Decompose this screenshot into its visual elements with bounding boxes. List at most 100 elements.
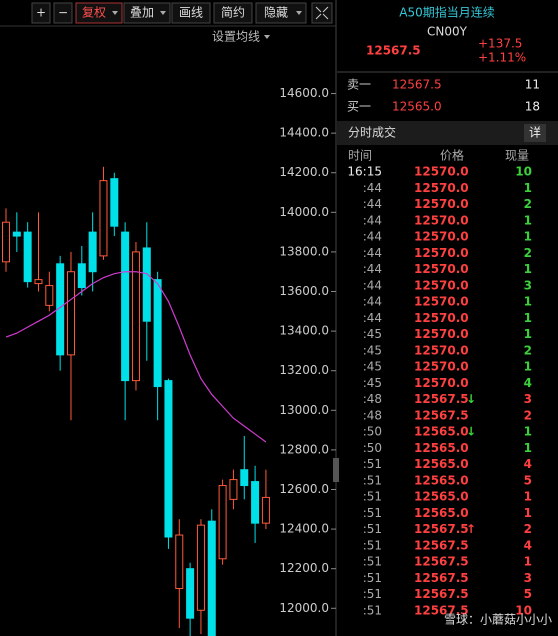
trade-time: :44 bbox=[363, 295, 382, 309]
trade-volume: 1 bbox=[524, 555, 532, 569]
toolbar-label: 画线 bbox=[179, 6, 203, 20]
candle-body bbox=[77, 263, 86, 289]
trade-time: :51 bbox=[363, 473, 382, 487]
book-label: 买一 bbox=[347, 100, 371, 114]
quote-price: 12567.5 bbox=[366, 44, 421, 58]
candle-body bbox=[88, 231, 97, 273]
trade-time: :44 bbox=[363, 278, 382, 292]
splitter-handle[interactable] bbox=[333, 458, 339, 482]
book-volume: 18 bbox=[525, 100, 540, 114]
ma-setting[interactable]: 设置均线 bbox=[212, 30, 260, 44]
trade-price: 12570.0 bbox=[414, 262, 469, 276]
trade-price: 12567.5 bbox=[414, 408, 469, 422]
y-tick-label: 12400.0 bbox=[279, 522, 329, 536]
y-tick-label: 13000.0 bbox=[279, 403, 329, 417]
trade-volume: 3 bbox=[524, 278, 532, 292]
book-price: 12565.0 bbox=[392, 100, 442, 114]
trade-time: :51 bbox=[363, 603, 382, 617]
column-header: 时间 bbox=[348, 149, 372, 163]
toolbar-button[interactable] bbox=[53, 2, 73, 24]
trade-time: :45 bbox=[363, 327, 382, 341]
toolbar-label: + bbox=[36, 6, 46, 20]
dropdown-arrow bbox=[112, 11, 118, 15]
toolbar-label: 隐藏 bbox=[264, 6, 288, 20]
trade-price: 12570.0 bbox=[414, 327, 469, 341]
y-tick-label: 13600.0 bbox=[279, 284, 329, 298]
candle-body bbox=[240, 469, 249, 487]
trade-time: :44 bbox=[363, 230, 382, 244]
candle-body bbox=[99, 180, 108, 257]
trade-price: 12570.0 bbox=[414, 181, 469, 195]
y-tick-label: 12600.0 bbox=[279, 482, 329, 496]
column-header: 价格 bbox=[440, 148, 464, 163]
toolbar-button[interactable] bbox=[255, 2, 307, 24]
trade-flag: ↓ bbox=[466, 425, 476, 439]
trade-time: :50 bbox=[363, 425, 382, 439]
trade-time: :44 bbox=[363, 311, 382, 325]
trade-volume: 10 bbox=[515, 603, 532, 617]
toolbar-label: 复权 bbox=[82, 6, 106, 20]
y-tick-label: 13400.0 bbox=[279, 324, 329, 338]
trade-volume: 2 bbox=[524, 246, 532, 260]
trade-price: 12570.0 bbox=[414, 376, 469, 390]
trade-price: 12570.0 bbox=[414, 343, 469, 357]
toolbar-label: 简约 bbox=[221, 5, 245, 20]
trade-price: 12570.0 bbox=[414, 197, 469, 211]
trade-price: 12565.0 bbox=[414, 473, 469, 487]
trade-volume: 2 bbox=[524, 522, 532, 536]
trade-volume: 4 bbox=[524, 457, 532, 471]
trade-price: 12565.0 bbox=[414, 490, 469, 504]
y-tick-label: 12800.0 bbox=[279, 442, 329, 456]
quote-change: +137.5 bbox=[478, 37, 522, 51]
candle-body bbox=[2, 221, 10, 263]
trade-time: :45 bbox=[363, 376, 382, 390]
detail-button[interactable] bbox=[524, 124, 546, 142]
trade-volume: 1 bbox=[524, 441, 532, 455]
toolbar-button[interactable] bbox=[75, 2, 123, 24]
trade-price: 12565.0 bbox=[414, 425, 469, 439]
trade-time: :44 bbox=[363, 246, 382, 260]
candle-body bbox=[142, 247, 151, 322]
candle-body bbox=[175, 534, 184, 589]
toolbar-button[interactable] bbox=[123, 2, 171, 24]
trade-flag: ↓ bbox=[466, 392, 476, 406]
candle-body bbox=[34, 279, 43, 285]
toolbar-button[interactable] bbox=[171, 2, 211, 24]
quote-code: CN00Y bbox=[427, 25, 468, 39]
expand-button[interactable] bbox=[311, 2, 333, 24]
trade-price: 12570.0 bbox=[414, 278, 469, 292]
trade-flag: ↑ bbox=[466, 522, 476, 536]
toolbar-label: 叠加 bbox=[130, 6, 154, 20]
y-tick-label: 13200.0 bbox=[279, 363, 329, 377]
trade-time: :45 bbox=[363, 343, 382, 357]
detail-label: 详 bbox=[529, 125, 541, 140]
trade-price: 12565.0 bbox=[414, 457, 469, 471]
candle-body bbox=[121, 231, 130, 382]
watermark: 雪球：小蘑菇小小小 bbox=[444, 613, 552, 627]
toolbar-button[interactable] bbox=[213, 2, 253, 24]
candle-body bbox=[110, 178, 119, 227]
trade-time: :51 bbox=[363, 490, 382, 504]
y-tick-label: 12200.0 bbox=[279, 561, 329, 575]
trade-time: :51 bbox=[363, 506, 382, 520]
trade-volume: 2 bbox=[524, 343, 532, 357]
toolbar-label: − bbox=[58, 6, 68, 20]
candle-body bbox=[229, 479, 238, 500]
trade-price: 12570.0 bbox=[414, 213, 469, 227]
trade-volume: 4 bbox=[524, 538, 532, 552]
trade-volume: 1 bbox=[524, 425, 532, 439]
ma-line bbox=[5, 271, 267, 443]
candle-body bbox=[186, 568, 195, 619]
trade-volume: 1 bbox=[524, 295, 532, 309]
candle-body bbox=[131, 251, 140, 382]
candle-body bbox=[207, 520, 216, 636]
toolbar-button[interactable] bbox=[31, 2, 51, 24]
trade-volume: 10 bbox=[515, 165, 532, 179]
y-tick-label: 14200.0 bbox=[279, 165, 329, 179]
candle-body bbox=[153, 279, 162, 388]
trade-time: :44 bbox=[363, 213, 382, 227]
y-tick-label: 12000.0 bbox=[279, 601, 329, 615]
column-header: 现量 bbox=[505, 149, 529, 163]
